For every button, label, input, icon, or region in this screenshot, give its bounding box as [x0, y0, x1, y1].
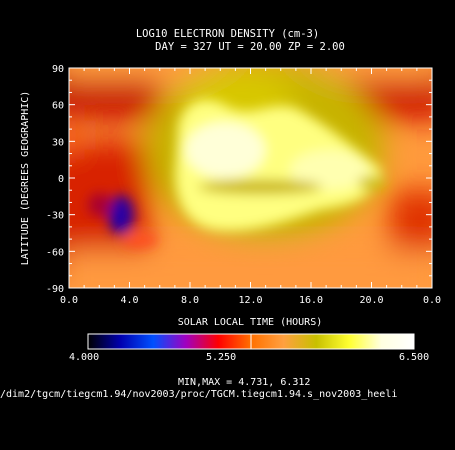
axis-ticks: 0.0 4.0 8.0 12.0 16.0 20.0 0.0 90 60 30 0 -30 -60 -90 [46, 64, 441, 306]
y-tick-label: 0 [58, 174, 64, 185]
y-tick-label: -90 [46, 284, 64, 295]
chart-subtitle: DAY = 327 UT = 20.00 ZP = 2.00 [155, 41, 345, 53]
heatmap-field [69, 68, 432, 288]
colorbar-mid-label: 5.250 [206, 352, 237, 363]
colorbar-max-label: 6.500 [399, 352, 430, 363]
y-tick-label: 60 [52, 101, 64, 112]
x-tick-label: 8.0 [181, 295, 199, 306]
x-tick-label: 0.0 [60, 295, 78, 306]
source-file-path: /dim2/tgcm/tiegcm1.94/nov2003/proc/TGCM.… [0, 389, 398, 400]
x-tick-label: 16.0 [299, 295, 323, 306]
y-tick-label: 90 [52, 64, 64, 75]
colorbar-min-label: 4.000 [69, 352, 100, 363]
min-max-readout: MIN,MAX = 4.731, 6.312 [178, 377, 311, 388]
x-tick-label: 4.0 [120, 295, 138, 306]
x-tick-label: 12.0 [238, 295, 262, 306]
y-axis-label: LATITUDE (DEGREES GEOGRAPHIC) [20, 91, 31, 266]
y-tick-label: -60 [46, 247, 64, 258]
y-tick-label: 30 [52, 137, 64, 148]
x-tick-label: 0.0 [423, 295, 441, 306]
x-axis-label: SOLAR LOCAL TIME (HOURS) [178, 317, 323, 328]
x-tick-label: 20.0 [359, 295, 383, 306]
y-tick-label: -30 [46, 211, 64, 222]
chart-title: LOG10 ELECTRON DENSITY (cm-3) [135, 28, 320, 40]
